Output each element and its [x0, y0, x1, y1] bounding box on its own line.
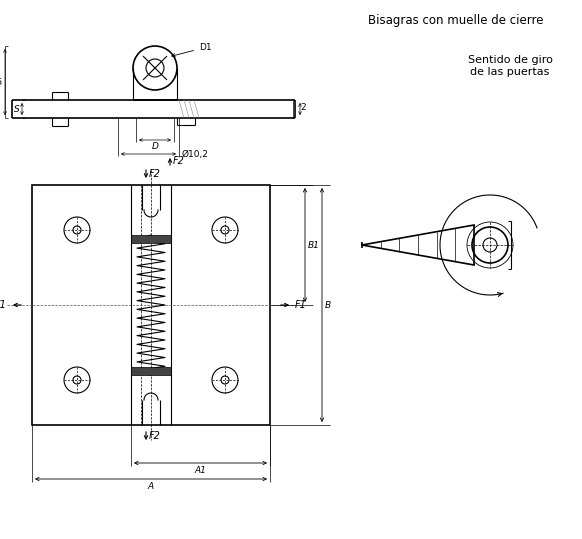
- Text: A1: A1: [194, 466, 207, 475]
- Text: F2: F2: [173, 156, 185, 167]
- Text: A: A: [148, 482, 154, 491]
- Bar: [131, 367, 171, 375]
- Text: Bisagras con muelle de cierre: Bisagras con muelle de cierre: [368, 14, 544, 27]
- Bar: [131, 235, 171, 243]
- Text: 2: 2: [300, 103, 306, 112]
- Text: B1: B1: [308, 240, 320, 250]
- Text: 9,5: 9,5: [0, 78, 3, 86]
- Text: Ø10,2: Ø10,2: [182, 149, 209, 158]
- Text: Sentido de giro: Sentido de giro: [467, 55, 552, 65]
- Text: F2: F2: [149, 431, 161, 441]
- Text: F1: F1: [0, 300, 7, 310]
- Text: S: S: [14, 105, 20, 114]
- Text: de las puertas: de las puertas: [470, 67, 549, 77]
- Text: B: B: [325, 301, 331, 309]
- Text: F2: F2: [149, 169, 161, 179]
- Text: D1: D1: [172, 43, 212, 57]
- Bar: [32, 185, 270, 425]
- Text: F1: F1: [295, 300, 307, 310]
- Text: D: D: [151, 142, 158, 151]
